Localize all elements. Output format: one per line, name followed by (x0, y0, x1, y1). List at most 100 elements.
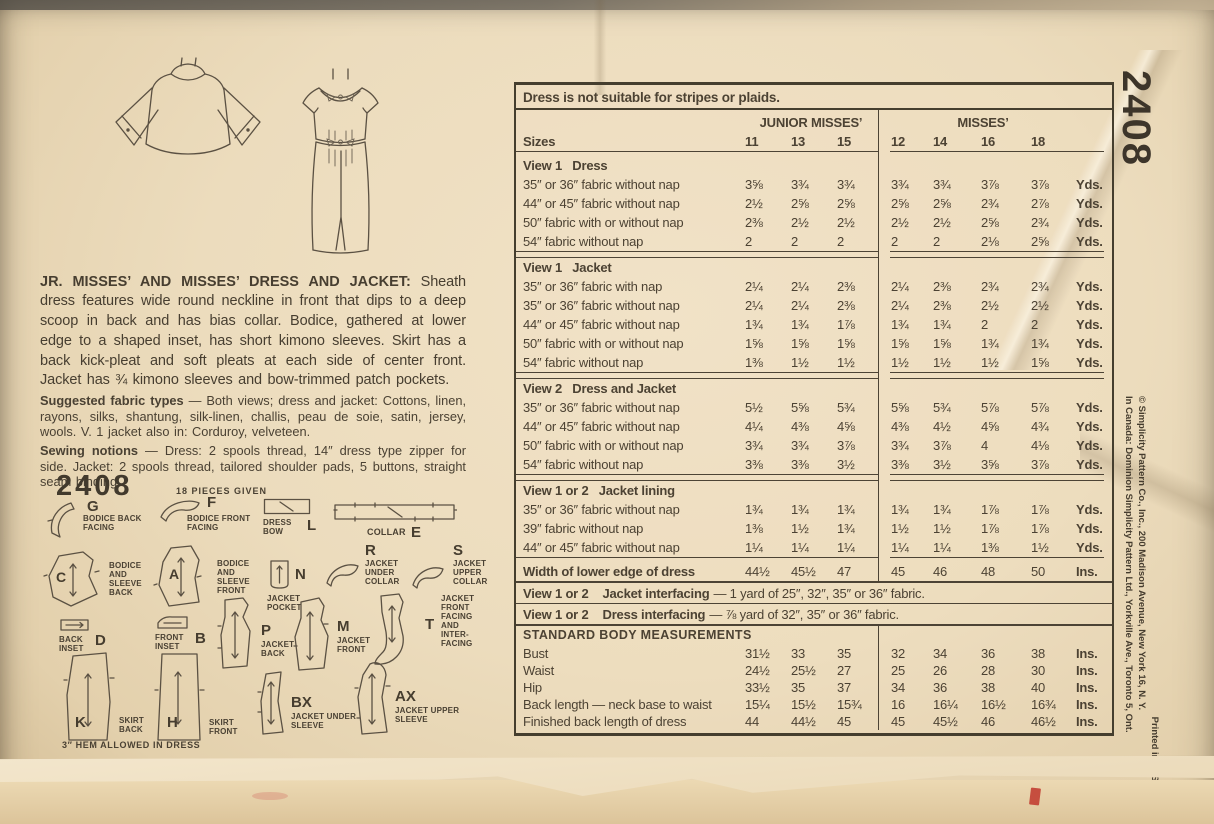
sizes-label: Sizes (523, 134, 556, 149)
size-value: 16 (981, 134, 996, 149)
value-cell: 3⅜ (745, 457, 763, 472)
description-body: Sheath dress features wide round necklin… (40, 273, 466, 389)
piece-letter: N (295, 566, 306, 583)
value-cell: 34 (891, 680, 906, 695)
value-cell: 37 (837, 680, 852, 695)
piece-label: JACKET FRONT (337, 636, 371, 654)
cell (516, 110, 744, 132)
piece-jacket-front-facing: T JACKET FRONT FACING AND INTER-FACING (369, 592, 474, 675)
piece-label: JACKET UNDER SLEEVE (291, 712, 357, 730)
column-divider (878, 436, 890, 455)
view-label: View 1 or 2 (523, 607, 589, 622)
piece-label: COLLAR (367, 527, 406, 537)
value-cell: 1⅞ (1031, 502, 1049, 517)
cell (890, 156, 1104, 175)
table-rule (516, 557, 1112, 562)
value-cell: 16¼ (933, 697, 958, 712)
value-cell: 2¼ (745, 298, 763, 313)
value-cell: 3¾ (745, 438, 763, 453)
piece-letter: A (169, 566, 180, 582)
unit-cell: Ins. (1076, 714, 1098, 729)
row-label: 35″ or 36″ fabric without nap (523, 502, 680, 517)
column-divider (878, 562, 890, 581)
body-measurement-row: Waist 24½ 25½ 27 25 26 28 30 Ins. (516, 662, 1112, 679)
value-cell: 2⅝ (981, 215, 999, 230)
table-row: 44″ or 45″ fabric without nap 4¼ 4⅜ 4⅝ 4⅜ 4½ 4… (516, 417, 1112, 436)
value-cell: 1¾ (745, 317, 763, 332)
interfacing-name: Jacket interfacing (602, 586, 710, 601)
value-cell: 32 (891, 646, 906, 661)
value-cell: 2½ (933, 215, 951, 230)
value-cell: 3¾ (933, 177, 951, 192)
value-cell: 3¾ (891, 177, 909, 192)
table-row: 35″ or 36″ fabric without nap 5½ 5⅝ 5¾ 5⅝ 5¾ 5… (516, 398, 1112, 417)
column-divider (878, 481, 890, 500)
row-label: 35″ or 36″ fabric without nap (523, 298, 680, 313)
value-cell: 2¼ (791, 298, 809, 313)
column-divider (878, 500, 890, 519)
cell (890, 626, 1104, 645)
piece-skirt-back: K SKIRT BACK (63, 650, 144, 749)
piece-jacket-front: M JACKET FRONT (287, 596, 370, 679)
piece-letter: E (411, 524, 422, 541)
table-row: 50″ fabric with or without nap 1⅝ 1⅝ 1⅝ 1⅝ 1⅝… (516, 334, 1112, 353)
row-label: 50″ fabric with or without nap (523, 438, 684, 453)
value-cell: 2¾ (981, 279, 999, 294)
unit-cell: Yds. (1076, 457, 1103, 472)
value-cell: 3¾ (837, 177, 855, 192)
value-cell: 3⅞ (837, 438, 855, 453)
piece-letter: K (75, 714, 86, 731)
table-row: 54″ fabric without nap 1⅜ 1½ 1½ 1½ 1½ 1½ 1⅝ Yds. (516, 353, 1112, 372)
value-cell: 38 (1031, 646, 1046, 661)
value-cell: 2 (981, 317, 989, 332)
value-cell: 34 (933, 646, 948, 661)
piece-letter: P (261, 622, 272, 639)
section-heading: View 1 Jacket (523, 260, 612, 275)
value-cell: 3¾ (891, 438, 909, 453)
unit-cell: Yds. (1076, 279, 1103, 294)
cell (516, 557, 878, 562)
unit-cell: Yds. (1076, 336, 1103, 351)
value-cell: 3⅜ (791, 457, 809, 472)
pieces-given-label: 18 PIECES GIVEN (176, 486, 268, 496)
yardage-sections: View 1 Dress 35″ or 36″ fabric without na… (516, 156, 1112, 562)
column-divider (878, 626, 890, 645)
value-cell: 1¾ (933, 317, 951, 332)
cell (890, 481, 1104, 500)
value-cell: 33½ (745, 680, 770, 695)
notions-lead: Sewing notions (40, 442, 139, 458)
value-cell: 36 (933, 680, 948, 695)
value-cell: 5¾ (933, 400, 951, 415)
copyright-us: © Simplicity Pattern Co., Inc., 200 Madi… (1136, 396, 1147, 711)
interfacing-detail: — 1 yard of 25″, 32″, 35″ or 36″ fabric. (713, 586, 925, 601)
red-mark (1029, 787, 1041, 806)
piece-label: JACKET UNDER COLLAR (365, 559, 400, 586)
table-note: Dress is not suitable for stripes or pla… (516, 85, 1112, 110)
section-heading-row: View 2 Dress and Jacket (516, 379, 1112, 398)
column-divider (878, 696, 890, 713)
value-cell: 5¾ (837, 400, 855, 415)
piece-jacket-back: P JACKET BACK (213, 596, 294, 677)
piece-back-inset: BACK INSET D (59, 618, 106, 653)
value-cell: 15¾ (837, 697, 862, 712)
value-cell: 3⅜ (891, 457, 909, 472)
value-cell: 47 (837, 564, 852, 579)
unit-cell: Yds. (1076, 438, 1103, 453)
value-cell: 2⅝ (891, 196, 909, 211)
value-cell: 2⅜ (837, 298, 855, 313)
value-cell: 1⅝ (891, 336, 909, 351)
value-cell: 4⅛ (1031, 438, 1049, 453)
row-label: 54″ fabric without nap (523, 355, 644, 370)
unit-cell: Yds. (1076, 540, 1103, 555)
value-cell: 16¾ (1031, 697, 1056, 712)
value-cell: 2 (1031, 317, 1039, 332)
value-cell: 3⅞ (1031, 177, 1049, 192)
value-cell: 28 (981, 663, 996, 678)
fabric-body: — Both views; dress and jacket: Cottons,… (40, 392, 467, 440)
piece-jacket-upper-sleeve: AX JACKET UPPER SLEEVE (353, 660, 459, 743)
row-label: Hip (523, 680, 542, 695)
value-cell: 3⅝ (745, 177, 763, 192)
piece-bodice-sleeve-back: C BODICE AND SLEEVE BACK (43, 550, 142, 615)
table-row: 50″ fabric with or without nap 3¾ 3¾ 3⅞ 3¾ 3⅞… (516, 436, 1112, 455)
